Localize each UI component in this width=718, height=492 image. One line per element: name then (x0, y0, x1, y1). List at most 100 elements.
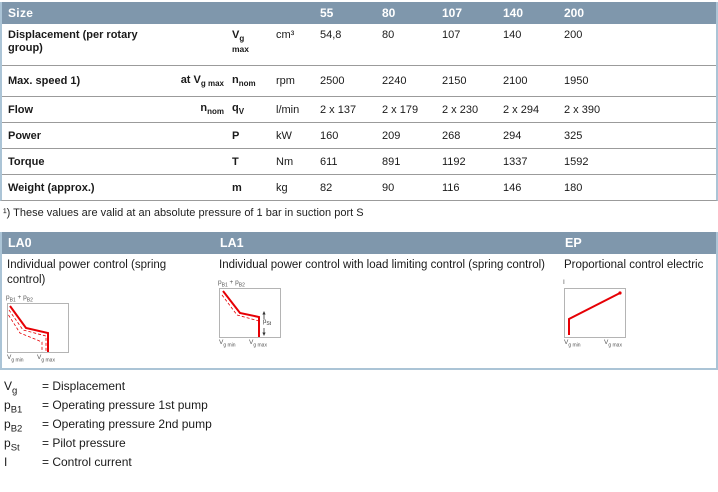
legend-row: pB1 = Operating pressure 1st pump (4, 396, 718, 415)
param-symbol: T (232, 155, 239, 168)
control-code-la0: LA0 (8, 236, 32, 250)
control-code-la1: LA1 (220, 236, 244, 250)
ep-proportional-line (564, 288, 626, 338)
value-cell: 2 x 137 (320, 103, 357, 116)
table-row: Max. speed 1) at Vg max nnom rpm 2500 2240 215… (2, 65, 716, 96)
value-cell: 200 (564, 29, 583, 41)
param-symbol: P (232, 129, 240, 142)
legend-description: = Displacement (42, 379, 126, 393)
value-cell: 107 (442, 29, 461, 41)
value-cell: 891 (382, 155, 401, 168)
current-axis-label: I (563, 279, 565, 286)
param-symbol: m (232, 181, 242, 194)
value-cell: 90 (382, 181, 395, 194)
control-options-header: LA0 LA1 EP (2, 232, 716, 254)
value-cell: 82 (320, 181, 333, 194)
la0-power-curve (7, 303, 69, 353)
specification-table: Size 55 80 107 140 200 Displacement (per… (0, 2, 718, 201)
value-cell: 1592 (564, 155, 589, 168)
control-column-ep: Proportional control electric I Vg min V… (559, 254, 716, 364)
control-options-section: LA0 LA1 EP Individual power control (spr… (0, 232, 718, 370)
legend-row: pB2 = Operating pressure 2nd pump (4, 415, 718, 434)
value-cell: 2 x 179 (382, 103, 419, 116)
value-cell: 1337 (503, 155, 528, 168)
value-cell: 611 (320, 155, 338, 168)
legend-symbol: pB1 (4, 398, 23, 416)
value-cell: 80 (382, 29, 395, 41)
value-cell: 1950 (564, 75, 589, 87)
vg-min-label: Vg min (564, 339, 581, 349)
la1-characteristic-chart: pB1 + pB2 pSt Vg min Vg max (218, 278, 328, 349)
value-cell: 160 (320, 129, 339, 142)
vg-min-label: Vg min (219, 339, 236, 349)
control-desc-ep: Proportional control electric (564, 259, 704, 271)
param-unit: kg (276, 181, 288, 194)
value-cell: 1192 (442, 155, 466, 168)
vg-max-label: Vg max (37, 354, 55, 364)
value-cell: 2500 (320, 75, 345, 87)
value-cell: 294 (503, 129, 522, 142)
control-desc-la0: Individual power control (spring control… (7, 259, 167, 286)
pilot-pressure-marker-label: pSt (262, 319, 273, 328)
size-header-80: 80 (382, 6, 396, 20)
la1-power-curve (219, 288, 281, 338)
footnote: ¹) These values are valid at an absolute… (3, 207, 364, 219)
param-symbol: nnom (232, 73, 256, 89)
legend-description: = Control current (42, 455, 132, 469)
ep-characteristic-chart: I Vg min Vg max (563, 278, 673, 349)
param-condition: at Vg max (180, 73, 224, 89)
size-column-title: Size (8, 6, 34, 20)
control-column-la1: Individual power control with load limit… (214, 254, 559, 364)
value-cell: 2100 (503, 75, 528, 87)
value-cell: 2 x 230 (442, 103, 479, 116)
value-cell: 116 (442, 181, 460, 194)
value-cell: 146 (503, 181, 522, 194)
param-unit: cm³ (276, 29, 295, 41)
spec-table-body: Displacement (per rotary group) Vg max cm³ 5… (2, 24, 716, 200)
vg-max-label: Vg max (604, 339, 622, 349)
table-header-row: Size 55 80 107 140 200 (2, 2, 716, 24)
param-label: Flow (8, 103, 34, 116)
param-symbol: Vg max (232, 29, 250, 55)
param-unit: rpm (276, 75, 295, 87)
param-label: Max. speed 1) (8, 75, 81, 87)
param-label: Displacement (per rotary group) (8, 29, 138, 54)
param-label: Torque (8, 155, 45, 168)
size-header-200: 200 (564, 6, 585, 20)
param-unit: Nm (276, 155, 294, 168)
legend-symbol: I (4, 455, 8, 469)
value-cell: 54,8 (320, 29, 342, 41)
control-code-ep: EP (565, 236, 582, 250)
value-cell: 2150 (442, 75, 467, 87)
legend-description: = Pilot pressure (42, 436, 126, 450)
legend-symbol: pSt (4, 436, 20, 454)
size-header-107: 107 (442, 6, 463, 20)
pressure-axis-label: pB1 + pB2 (218, 279, 245, 289)
legend-row: Vg = Displacement (4, 377, 718, 396)
value-cell: 209 (382, 129, 401, 142)
value-cell: 2240 (382, 75, 407, 87)
legend-symbol: pB2 (4, 417, 23, 435)
value-cell: 268 (442, 129, 461, 142)
param-label: Weight (approx.) (8, 181, 95, 194)
symbol-legend: Vg = Displacement pB1 = Operating pressu… (4, 377, 718, 472)
size-header-55: 55 (320, 6, 334, 20)
value-cell: 2 x 294 (503, 103, 540, 116)
param-unit: kW (276, 129, 292, 142)
vg-min-label: Vg min (7, 354, 24, 364)
param-condition: nnom (200, 102, 224, 117)
param-symbol: qV (232, 102, 245, 117)
control-options-body: Individual power control (spring control… (2, 254, 716, 368)
legend-symbol: Vg (4, 379, 18, 397)
param-condition (148, 24, 226, 29)
value-cell: 325 (564, 129, 583, 142)
value-cell: 140 (503, 29, 522, 41)
size-header-140: 140 (503, 6, 524, 20)
value-cell: 180 (564, 181, 583, 194)
param-label: Power (8, 129, 42, 142)
legend-description: = Operating pressure 2nd pump (42, 417, 212, 431)
pressure-axis-label: pB1 + pB2 (6, 294, 33, 304)
table-row: Flow nnom qV l/min 2 x 137 2 x 179 2 x 230 2 x … (2, 96, 716, 122)
